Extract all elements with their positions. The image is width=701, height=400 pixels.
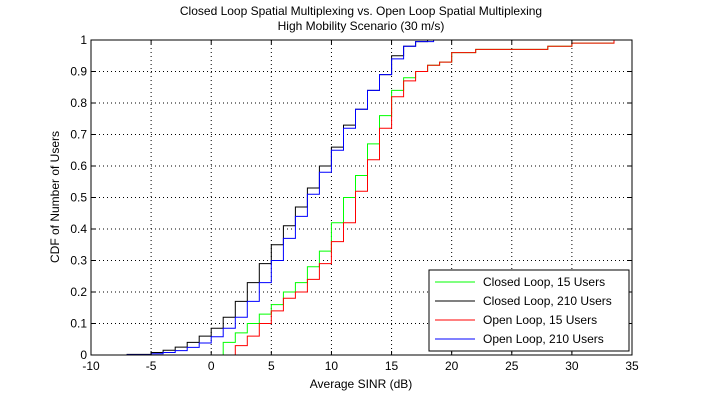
x-tick-label: 30	[565, 359, 579, 373]
y-tick-label: 0.9	[70, 65, 87, 79]
y-tick-label: 0.3	[70, 254, 87, 268]
legend-label-3: Open Loop, 15 Users	[483, 313, 597, 327]
chart-title: Closed Loop Spatial Multiplexing vs. Ope…	[180, 4, 542, 18]
y-tick-label: 0.7	[70, 128, 87, 142]
y-tick-label: 0.4	[70, 222, 87, 236]
x-tick-label: 35	[625, 359, 639, 373]
x-tick-label: -10	[82, 359, 100, 373]
x-tick-label: -5	[146, 359, 157, 373]
x-tick-label: 25	[505, 359, 519, 373]
legend-label-1: Closed Loop, 15 Users	[483, 275, 605, 289]
ticks: -10 -5 0 5 10 15 20 25 30 35 0 0.1 0.2 0.3 0.4 0.5 0.6 0.…	[70, 33, 639, 373]
x-tick-label: 5	[268, 359, 275, 373]
legend-label-2: Closed Loop, 210 Users	[483, 294, 612, 308]
legend-box	[428, 269, 630, 352]
y-tick-label: 0.5	[70, 191, 87, 205]
series-line-4	[103, 40, 435, 356]
x-axis-label: Average SINR (dB)	[310, 377, 413, 391]
y-axis-label: CDF of Number of Users	[48, 131, 62, 263]
series-line-3	[229, 40, 615, 356]
y-tick-label: 0.6	[70, 159, 87, 173]
x-tick-label: 10	[325, 359, 339, 373]
y-tick-label: 1	[80, 33, 87, 47]
y-tick-label: 0	[80, 348, 87, 362]
y-tick-label: 0.2	[70, 285, 87, 299]
legend: Closed Loop, 15 Users Closed Loop, 210 Us…	[428, 269, 630, 352]
chart-subtitle: High Mobility Scenario (30 m/s)	[278, 19, 445, 33]
x-tick-label: 20	[445, 359, 459, 373]
y-tick-label: 0.8	[70, 96, 87, 110]
x-tick-label: 0	[208, 359, 215, 373]
series-layer	[103, 40, 615, 356]
legend-label-4: Open Loop, 210 Users	[483, 332, 604, 346]
y-tick-label: 0.1	[70, 317, 87, 331]
x-tick-label: 15	[385, 359, 399, 373]
